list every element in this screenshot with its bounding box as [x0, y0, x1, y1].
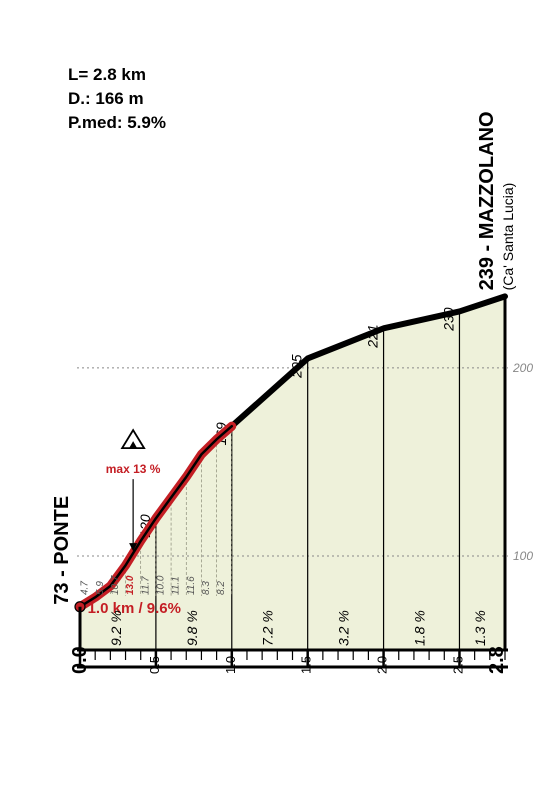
segment-gradient-label: 7.2 % [260, 610, 276, 646]
climb-profile-chart: 1002001201692052212304.75.910.713.011.71… [0, 0, 555, 800]
fine-gradient-label: 13.0 [125, 575, 136, 595]
max-gradient-label: max 13 % [106, 462, 161, 476]
ref-altitude-label: 200 [512, 361, 533, 375]
mountain-icon-inner [129, 441, 137, 448]
distance-tick-label: 0.5 [147, 656, 162, 674]
distance-tick-label: 1.5 [299, 656, 314, 674]
distance-tick-label: 0.0 [69, 646, 91, 674]
fine-gradient-label: 10.7 [110, 575, 121, 595]
finish-location-label: 239 - MAZZOLANO [476, 111, 498, 290]
fine-gradient-label: 11.7 [140, 576, 151, 595]
segment-gradient-label: 9.8 % [184, 610, 200, 646]
fine-gradient-label: 11.1 [171, 576, 182, 595]
segment-gradient-label: 3.2 % [336, 610, 352, 646]
distance-tick-label: 2.5 [450, 656, 465, 674]
finish-subtitle: (Ca' Santa Lucia) [500, 183, 516, 291]
fine-gradient-label: 8.3 [201, 581, 212, 595]
fine-gradient-label: 8.2 [216, 581, 227, 595]
segment-gradient-label: 9.2 % [108, 610, 124, 646]
segment-gradient-label: 1.8 % [412, 610, 428, 646]
fine-gradient-label: 4.7 [80, 581, 91, 595]
ref-altitude-label: 100 [513, 549, 533, 563]
segment-gradient-label: 1.3 % [472, 610, 488, 646]
distance-tick-label: 2.8 [486, 646, 508, 674]
fine-gradient-label: 5.9 [95, 581, 106, 595]
title-line: L= 2.8 km [68, 65, 146, 84]
distance-tick-label: 2.0 [375, 656, 390, 674]
distance-tick-label: 1.0 [223, 656, 238, 674]
hardest-km-label: 1.0 km / 9.6% [88, 600, 181, 617]
title-line: D.: 166 m [68, 89, 144, 108]
chart-svg: 1002001201692052212304.75.910.713.011.71… [0, 0, 555, 800]
start-location-label: 73 - PONTE [51, 496, 73, 605]
fine-gradient-label: 10.0 [155, 575, 166, 595]
title-line: P.med: 5.9% [68, 113, 166, 132]
fine-gradient-label: 11.6 [186, 576, 197, 595]
